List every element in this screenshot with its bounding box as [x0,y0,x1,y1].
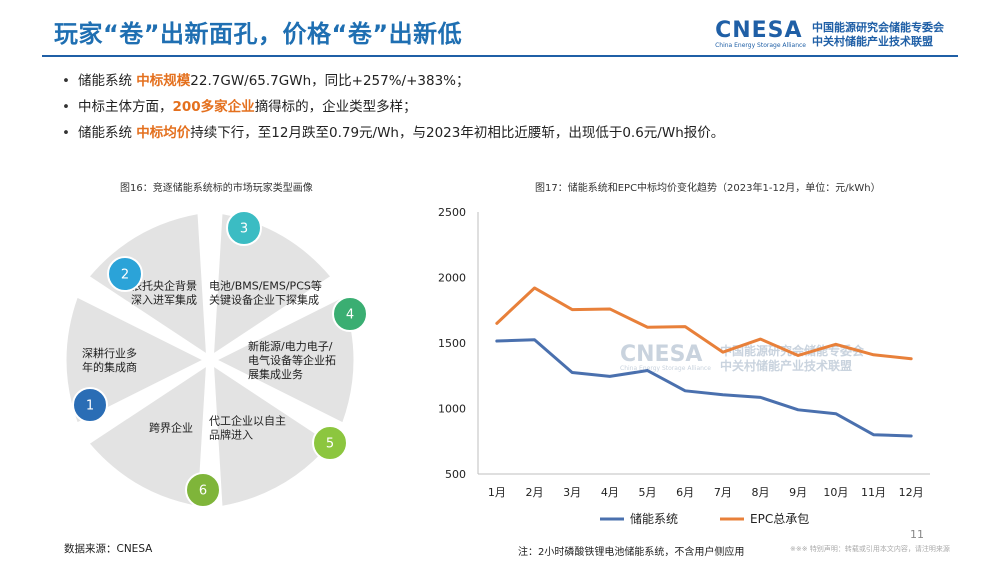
segment-number-badge [72,387,108,423]
page-title: 玩家“卷”出新面孔，价格“卷”出新低 [54,20,463,48]
segment-label: 代工企业以自主 [209,414,286,428]
x-tick-label: 7月 [714,486,732,499]
y-tick-label: 2500 [438,206,466,219]
x-tick-label: 3月 [563,486,581,499]
x-tick-label: 12月 [899,486,924,499]
watermark-line-2: 中关村储能产业技术联盟 [720,358,852,373]
x-tick-label: 2月 [526,486,544,499]
brand-name-line-1: 中国能源研究会储能专委会 [812,21,944,34]
diagram-segment [87,212,208,356]
segment-label: 深耕行业多 [82,346,137,360]
segment-label: 电气设备等企业拓 [248,353,336,367]
x-tick-label: 5月 [639,486,657,499]
bullet-text: 储能系统 [78,73,137,89]
price-trend-chart: CNESA China Energy Storage Alliance 中国能源… [438,206,930,526]
y-tick-label: 1500 [438,337,466,350]
segment-number: 1 [86,399,94,414]
data-source: 数据来源：CNESA [64,543,153,555]
segment-number-badge [107,256,143,292]
y-tick-label: 2000 [438,272,466,285]
watermark-logo: CNESA [620,342,702,367]
bullet-text: 中标主体方面， [78,99,173,115]
segment-label: 新能源/电力电子/ [248,339,333,353]
segment-label: 依托央企背景 [131,278,197,292]
segment-label: 年的集成商 [82,360,137,374]
watermark-subtitle: China Energy Storage Alliance [620,365,711,372]
bullet-text: 储能系统 [78,125,137,141]
bullet-list: 储能系统 中标规模22.7GW/65.7GWh，同比+257%/+383%； 中… [62,68,724,146]
bullet-text: 持续下行，至12月跌至0.79元/Wh，与2023年初相比近腰斩，出现低于0.6… [190,125,725,141]
bullet-highlight: 中标均价 [136,125,191,141]
diagram-segment [87,364,208,508]
segment-number: 2 [121,268,129,283]
segment-number-badge [312,425,348,461]
x-tick-label: 4月 [601,486,619,499]
bullet-item: 储能系统 中标规模22.7GW/65.7GWh，同比+257%/+383%； [62,68,724,94]
figure-16-caption: 图16：竞逐储能系统标的市场玩家类型画像 [120,183,313,194]
x-tick-label: 6月 [676,486,694,499]
diagram-segment [212,212,333,356]
disclaimer: ※※※ 特别声明：转载或引用本文内容，请注明来源 [790,545,950,553]
bullet-highlight: 200多家企业 [172,99,255,115]
brand-logo: CNESA China Energy Storage Alliance 中国能源… [715,20,944,50]
x-tick-label: 9月 [789,486,807,499]
segment-number-badge [185,472,221,508]
brand-subtitle: China Energy Storage Alliance [715,42,806,49]
bullet-text: 22.7GW/65.7GWh，同比+257%/+383%； [190,73,470,89]
segment-number-badge [332,296,368,332]
x-tick-label: 1月 [488,486,506,499]
legend-label: EPC总承包 [750,512,809,526]
y-tick-label: 500 [445,468,466,481]
bullet-item: 中标主体方面，200多家企业摘得标的，企业类型多样； [62,94,724,120]
x-tick-label: 8月 [752,486,770,499]
page-number: 11 [910,528,924,541]
header-divider [42,55,958,57]
bullet-highlight: 中标规模 [136,73,191,89]
segment-label: 电池/BMS/EMS/PCS等 [209,278,322,292]
x-tick-label: 10月 [823,486,848,499]
segment-label: 关键设备企业下探集成 [209,292,319,306]
segment-label: 跨界企业 [149,421,193,435]
bullet-item: 储能系统 中标均价持续下行，至12月跌至0.79元/Wh，与2023年初相比近腰… [62,120,724,146]
y-tick-label: 1000 [438,403,466,416]
bullet-text: 摘得标的，企业类型多样； [254,99,417,115]
brand-logo-text: CNESA [715,18,803,43]
segment-number-badge [226,210,262,246]
figure-17-caption: 图17：储能系统和EPC中标均价变化趋势（2023年1-12月，单位：元/kWh… [535,183,881,194]
segment-number: 6 [199,484,207,499]
brand-name-line-2: 中关村储能产业技术联盟 [812,35,933,48]
segment-label: 品牌进入 [209,428,253,442]
segment-label: 展集成业务 [248,367,303,381]
segment-number: 3 [240,222,248,237]
chart-note: 注：2小时磷酸铁锂电池储能系统，不含用户侧应用 [518,547,745,558]
legend-label: 储能系统 [630,511,678,526]
segment-label: 深入进军集成 [131,292,197,306]
segment-number: 5 [326,437,334,452]
segment-number: 4 [346,308,354,323]
series-line [495,338,913,438]
x-tick-label: 11月 [861,486,886,499]
series-line [495,286,913,361]
